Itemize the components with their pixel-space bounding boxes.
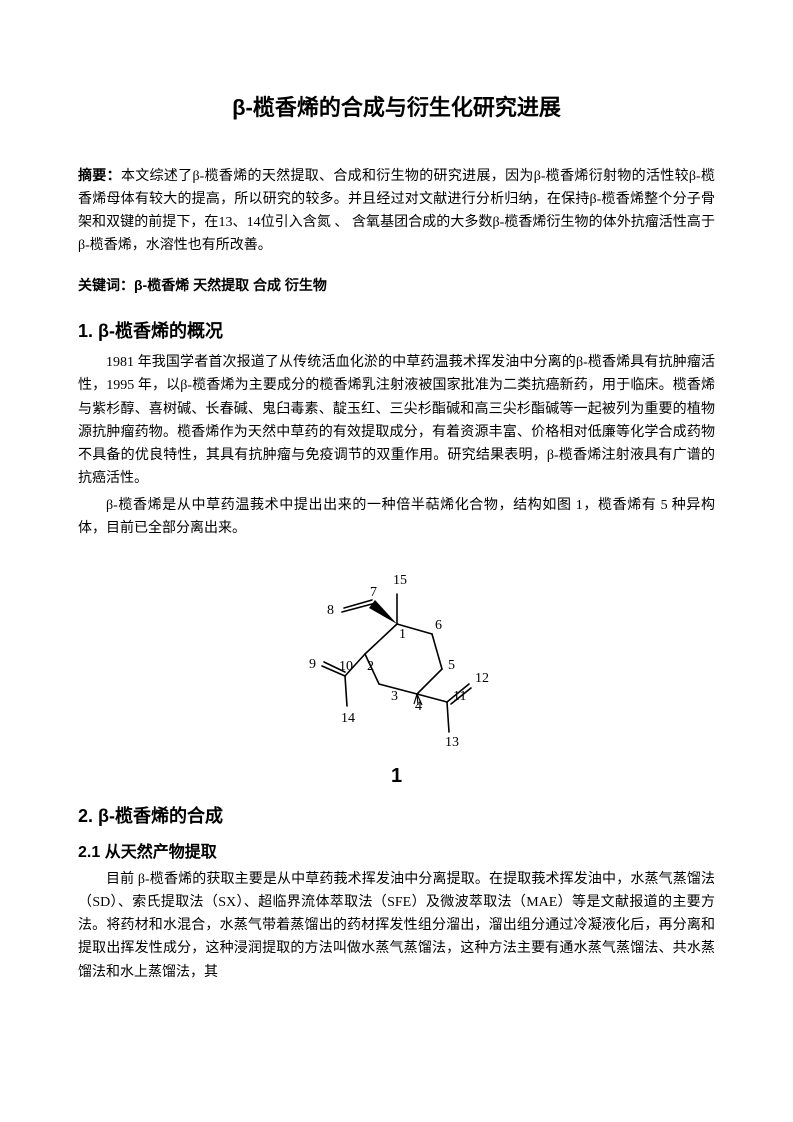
section21-heading: 2.1 从天然产物提取 <box>78 838 715 862</box>
atom-label-5: 5 <box>448 658 455 673</box>
molecule-diagram: 1 2 3 4 5 6 7 8 9 10 11 12 13 14 15 <box>267 554 527 754</box>
abstract-text: 本文综述了β-榄香烯的天然提取、合成和衍生物的研究进展，因为β-榄香烯衍射物的活… <box>78 169 715 253</box>
section1-p1: 1981 年我国学者首次报道了从传统活血化淤的中草药温莪术挥发油中分离的β-榄香… <box>78 351 715 490</box>
abstract-label: 摘要： <box>78 167 121 183</box>
keywords-text: β-榄香烯 天然提取 合成 衍生物 <box>134 277 327 293</box>
figure-caption: 1 <box>78 765 715 788</box>
atom-label-15: 15 <box>393 573 407 588</box>
atom-label-13: 13 <box>445 735 459 750</box>
page: β-榄香烯的合成与衍生化研究进展 摘要：本文综述了β-榄香烯的天然提取、合成和衍… <box>0 0 793 1048</box>
section2-heading: 2. β-榄香烯的合成 <box>78 802 715 828</box>
atom-label-8: 8 <box>327 603 334 618</box>
atom-label-1: 1 <box>399 627 406 642</box>
atom-label-6: 6 <box>435 618 442 633</box>
atom-label-2: 2 <box>367 659 374 674</box>
atom-label-9: 9 <box>309 657 316 672</box>
abstract-block: 摘要：本文综述了β-榄香烯的天然提取、合成和衍生物的研究进展，因为β-榄香烯衍射… <box>78 164 715 257</box>
keywords-block: 关键词：β-榄香烯 天然提取 合成 衍生物 <box>78 275 715 295</box>
atom-label-7: 7 <box>370 585 377 600</box>
section21-p1: 目前 β-榄香烯的获取主要是从中草药莪术挥发油中分离提取。在提取莪术挥发油中，水… <box>78 868 715 983</box>
page-title: β-榄香烯的合成与衍生化研究进展 <box>78 90 715 122</box>
section1-p2: β-榄香烯是从中草药温莪术中提出出来的一种倍半萜烯化合物，结构如图 1，榄香烯有… <box>78 494 715 540</box>
atom-label-11: 11 <box>453 689 466 704</box>
atom-label-12: 12 <box>475 671 489 686</box>
section1-heading: 1. β-榄香烯的概况 <box>78 317 715 343</box>
atom-label-10: 10 <box>339 659 353 674</box>
wedge-bond <box>369 600 397 624</box>
atom-label-3: 3 <box>391 689 398 704</box>
atom-label-4: 4 <box>415 699 422 714</box>
keywords-label: 关键词： <box>78 277 134 293</box>
figure-1: 1 2 3 4 5 6 7 8 9 10 11 12 13 14 15 <box>78 554 715 759</box>
atom-label-14: 14 <box>341 711 355 726</box>
